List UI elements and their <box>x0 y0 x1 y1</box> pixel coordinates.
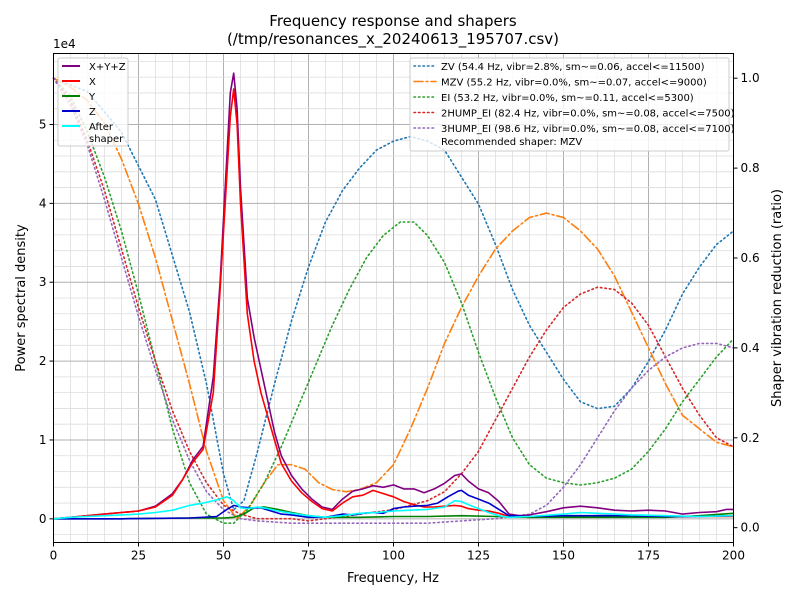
recommended-shaper-text: Recommended shaper: MZV <box>441 137 582 148</box>
shaper-line-2 <box>52 77 735 524</box>
shaper-legend-label: 2HUMP_EI (82.4 Hz, vibr=0.0%, sm~=0.08, … <box>441 109 735 120</box>
x-tick-label: 75 <box>301 549 316 563</box>
psd-line-0 <box>53 72 734 520</box>
x-tick-label: 0 <box>50 549 58 563</box>
psd-legend-label: Z <box>89 107 96 118</box>
y2-tick-label: 0.0 <box>741 521 760 535</box>
psd-legend-label: X+Y+Z <box>89 62 126 73</box>
shaper-line-1 <box>52 77 735 520</box>
psd-line-1 <box>53 88 734 520</box>
y-tick-label: 5 <box>39 117 47 131</box>
psd-legend-label: Y <box>88 92 96 103</box>
psd-legend-label: shaper <box>89 134 124 145</box>
shaper-line-4 <box>52 77 735 524</box>
y2-tick-label: 0.8 <box>741 161 760 175</box>
y-tick-label: 4 <box>39 196 47 210</box>
shaper-line-3 <box>52 77 735 522</box>
shaper-legend: Recommended shaper: MZV ZV (54.4 Hz, vib… <box>409 57 735 152</box>
psd-line-2 <box>53 506 734 520</box>
y-tick-label: 0 <box>39 512 47 526</box>
y-tick-label: 3 <box>39 275 47 289</box>
y-tick-label: 2 <box>39 354 47 368</box>
x-tick-label: 25 <box>131 549 146 563</box>
x-tick-label: 150 <box>552 549 575 563</box>
x-tick-label: 125 <box>467 549 490 563</box>
psd-line-4 <box>53 496 734 520</box>
chart-subtitle: (/tmp/resonances_x_20240613_195707.csv) <box>227 30 559 49</box>
y-axis-label: Power spectral density <box>14 224 29 372</box>
shaper-legend-label: EI (53.2 Hz, vibr=0.0%, sm~=0.11, accel<… <box>441 93 694 104</box>
chart-title: Frequency response and shapers <box>269 12 517 30</box>
shaper-legend-label: 3HUMP_EI (98.6 Hz, vibr=0.0%, sm~=0.08, … <box>441 124 735 135</box>
psd-series-lines <box>53 72 734 520</box>
psd-legend-label: After <box>89 122 114 133</box>
y2-tick-label: 0.6 <box>741 251 760 265</box>
y2-tick-label: 1.0 <box>741 71 760 85</box>
x-tick-label: 100 <box>382 549 405 563</box>
y2-tick-label: 0.2 <box>741 431 760 445</box>
x-tick-label: 50 <box>216 549 231 563</box>
x-axis-label: Frequency, Hz <box>347 571 439 586</box>
x-tick-label: 200 <box>722 549 745 563</box>
y2-axis-label: Shaper vibration reduction (ratio) <box>770 189 785 407</box>
x-tick-label: 175 <box>637 549 660 563</box>
y-tick-label: 1 <box>39 433 47 447</box>
y-exponent-label: 1e4 <box>53 37 76 51</box>
shaper-legend-label: ZV (54.4 Hz, vibr=2.8%, sm~=0.06, accel<… <box>441 62 705 73</box>
shaper-legend-label: MZV (55.2 Hz, vibr=0.0%, sm~=0.07, accel… <box>441 78 707 89</box>
axis-ticks: 0 25 50 75 100 125 150 175 200 0 1 2 3 4 5 0.0 0.2 0.4 0.6… <box>39 71 760 562</box>
psd-legend-label: X <box>89 77 96 88</box>
y2-tick-label: 0.4 <box>741 341 760 355</box>
shaper-legend-box <box>409 57 730 152</box>
